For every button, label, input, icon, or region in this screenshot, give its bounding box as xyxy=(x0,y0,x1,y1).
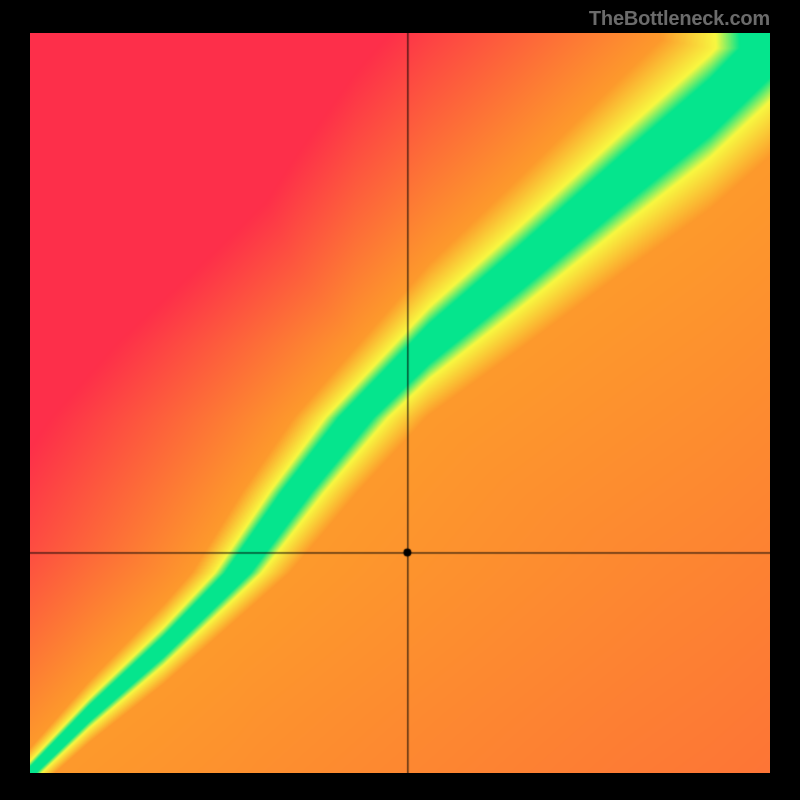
bottleneck-heatmap xyxy=(30,33,770,773)
watermark-text: TheBottleneck.com xyxy=(589,8,770,31)
chart-container: { "watermark": { "text": "TheBottleneck.… xyxy=(0,0,800,800)
plot-area xyxy=(30,33,770,773)
